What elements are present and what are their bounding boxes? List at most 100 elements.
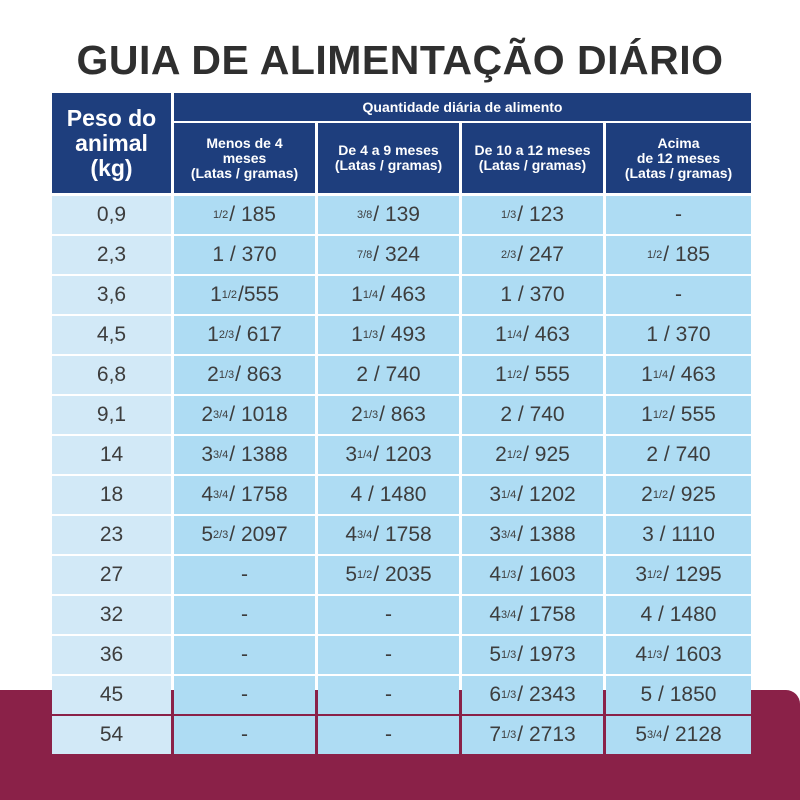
header-quantity: Quantidade diária de alimento [174, 93, 751, 121]
fraction-text: 1/2 [506, 369, 523, 381]
amount-cell: 2/3 / 247 [462, 236, 603, 274]
amount-cell: 6 1/3 / 2343 [462, 676, 603, 714]
amount-cell: 3/8 / 139 [318, 196, 459, 234]
amount-cell: 1/2 / 185 [174, 196, 315, 234]
amount-cell: 1 1/3 / 493 [318, 316, 459, 354]
fraction-text: 1/3 [218, 369, 235, 381]
fraction-text: 1/2 [652, 409, 669, 421]
weight-cell: 23 [52, 516, 171, 554]
amount-cell: 2 1/3 / 863 [318, 396, 459, 434]
amount-cell: 4 3/4 / 1758 [318, 516, 459, 554]
amount-cell: - [318, 636, 459, 674]
weight-cell: 36 [52, 636, 171, 674]
fraction-text: 1/3 [647, 649, 663, 661]
fraction-text: 1/4 [506, 329, 523, 341]
amount-cell: 1 1/4 / 463 [606, 356, 751, 394]
amount-cell: 5 1/2 / 2035 [318, 556, 459, 594]
fraction-text: 1/4 [362, 289, 379, 301]
amount-cell: 1 1/2 /555 [174, 276, 315, 314]
amount-cell: - [606, 196, 751, 234]
fraction-text: 1/2 [652, 489, 669, 501]
weight-cell: 3,6 [52, 276, 171, 314]
amount-cell: 3 1/4 / 1203 [318, 436, 459, 474]
amount-cell: 4 / 1480 [606, 596, 751, 634]
fraction-text: 1/3 [362, 409, 379, 421]
fraction-text: 1/3 [501, 569, 517, 581]
header-age-4: Acima de 12 meses (Latas / gramas) [606, 123, 751, 193]
amount-cell: - [174, 676, 315, 714]
amount-cell: 3 1/4 / 1202 [462, 476, 603, 514]
amount-cell: - [174, 716, 315, 754]
amount-cell: 1 1/2 / 555 [606, 396, 751, 434]
fraction-text: 1/3 [501, 689, 517, 701]
amount-cell: 4 3/4 / 1758 [462, 596, 603, 634]
fraction-text: 1/3 [362, 329, 379, 341]
amount-cell: 2 / 740 [606, 436, 751, 474]
fraction-text: 3/4 [213, 409, 229, 421]
amount-cell: 2 1/2 / 925 [462, 436, 603, 474]
amount-cell: 5 3/4 / 2128 [606, 716, 751, 754]
amount-cell: 7/8 / 324 [318, 236, 459, 274]
amount-cell: 4 1/3 / 1603 [606, 636, 751, 674]
header-age-2: De 4 a 9 meses (Latas / gramas) [318, 123, 459, 193]
amount-cell: 1/2 / 185 [606, 236, 751, 274]
fraction-text: 1/3 [501, 729, 517, 741]
amount-cell: 1 1/4 / 463 [318, 276, 459, 314]
amount-cell: 4 1/3 / 1603 [462, 556, 603, 594]
fraction-text: 1/4 [652, 369, 669, 381]
amount-cell: - [606, 276, 751, 314]
amount-cell: 7 1/3 / 2713 [462, 716, 603, 754]
amount-cell: - [318, 676, 459, 714]
amount-cell: 2 / 740 [318, 356, 459, 394]
fraction-text: 1/3 [500, 209, 517, 221]
amount-cell: 1 / 370 [462, 276, 603, 314]
amount-cell: 2 3/4 / 1018 [174, 396, 315, 434]
amount-cell: 3 / 1110 [606, 516, 751, 554]
weight-cell: 32 [52, 596, 171, 634]
fraction-text: 3/4 [357, 529, 373, 541]
fraction-text: 1/2 [647, 569, 663, 581]
amount-cell: 2 / 740 [462, 396, 603, 434]
weight-cell: 9,1 [52, 396, 171, 434]
amount-cell: 5 2/3 / 2097 [174, 516, 315, 554]
amount-cell: 2 1/2 / 925 [606, 476, 751, 514]
weight-cell: 18 [52, 476, 171, 514]
weight-cell: 27 [52, 556, 171, 594]
fraction-text: 3/4 [647, 729, 663, 741]
amount-cell: - [318, 716, 459, 754]
amount-cell: - [318, 596, 459, 634]
fraction-text: 1/2 [646, 249, 663, 261]
amount-cell: 2 1/3 / 863 [174, 356, 315, 394]
amount-cell: 5 1/3 / 1973 [462, 636, 603, 674]
weight-cell: 2,3 [52, 236, 171, 274]
amount-cell: 1 1/4 / 463 [462, 316, 603, 354]
amount-cell: 1/3 / 123 [462, 196, 603, 234]
fraction-text: 1/4 [357, 449, 373, 461]
amount-cell: 1 1/2 / 555 [462, 356, 603, 394]
fraction-text: 1/2 [357, 569, 373, 581]
amount-cell: 3 3/4 / 1388 [462, 516, 603, 554]
page-title: GUIA DE ALIMENTAÇÃO DIÁRIO [76, 37, 724, 83]
fraction-text: 7/8 [356, 249, 373, 261]
fraction-text: 1/2 [212, 209, 229, 221]
amount-cell: - [174, 596, 315, 634]
fraction-text: 3/4 [213, 489, 229, 501]
amount-cell: 3 3/4 / 1388 [174, 436, 315, 474]
amount-cell: - [174, 556, 315, 594]
fraction-text: 1/4 [501, 489, 517, 501]
amount-cell: 4 / 1480 [318, 476, 459, 514]
weight-cell: 54 [52, 716, 171, 754]
amount-cell: 3 1/2 / 1295 [606, 556, 751, 594]
amount-cell: 5 / 1850 [606, 676, 751, 714]
weight-cell: 4,5 [52, 316, 171, 354]
weight-cell: 0,9 [52, 196, 171, 234]
amount-cell: 1 2/3 / 617 [174, 316, 315, 354]
fraction-text: 2/3 [213, 529, 229, 541]
fraction-text: 1/3 [501, 649, 517, 661]
fraction-text: 3/4 [213, 449, 229, 461]
fraction-text: 3/4 [501, 609, 517, 621]
amount-cell: 4 3/4 / 1758 [174, 476, 315, 514]
fraction-text: 2/3 [218, 329, 235, 341]
fraction-text: 1/2 [506, 449, 523, 461]
fraction-text: 3/4 [501, 529, 517, 541]
